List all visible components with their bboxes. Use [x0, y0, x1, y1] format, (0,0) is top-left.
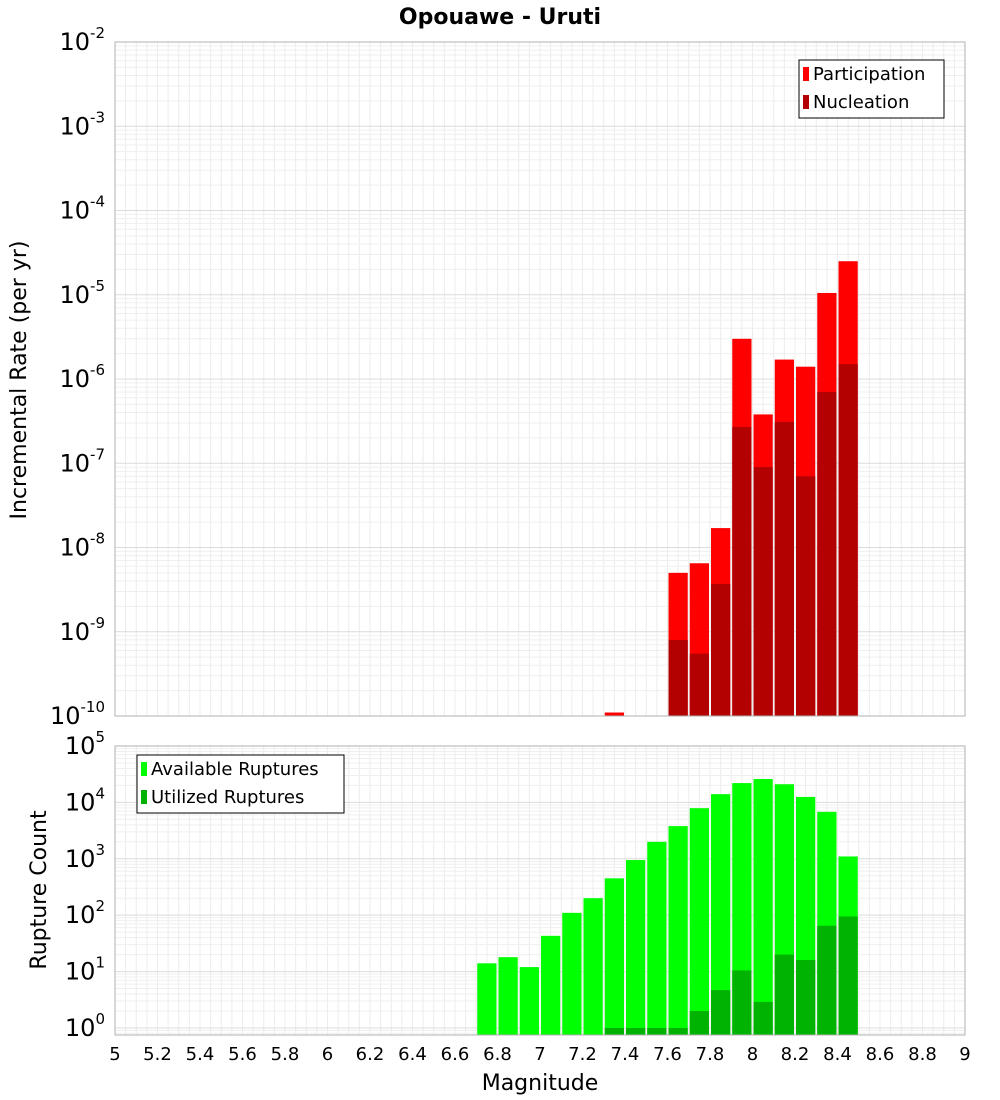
bar-nucleation — [689, 653, 709, 716]
bar-utilized-ruptures — [689, 1010, 709, 1035]
bar-available-ruptures — [689, 808, 709, 1035]
bar-available-ruptures — [647, 841, 667, 1035]
y-tick-label: 10-2 — [59, 24, 105, 56]
x-tick-label: 5.2 — [143, 1044, 172, 1065]
legend-label: Available Ruptures — [151, 759, 319, 780]
x-tick-label: 7.4 — [611, 1044, 640, 1065]
y-tick-label: 10-5 — [59, 277, 105, 309]
x-tick-label: 7.8 — [696, 1044, 725, 1065]
y-tick-label: 10-4 — [59, 193, 105, 225]
legend-label: Utilized Ruptures — [151, 787, 304, 808]
bar-utilized-ruptures — [732, 970, 752, 1035]
bar-nucleation — [732, 426, 752, 716]
y-tick-label: 105 — [65, 728, 105, 760]
legend-swatch — [803, 67, 809, 81]
x-tick-label: 5.4 — [186, 1044, 215, 1065]
bar-available-ruptures — [477, 963, 497, 1035]
x-tick-label: 5.6 — [228, 1044, 257, 1065]
bar-utilized-ruptures — [626, 1027, 646, 1035]
bar-nucleation — [838, 364, 858, 716]
bar-available-ruptures — [753, 778, 773, 1035]
plot-frame — [114, 745, 966, 1036]
bar-nucleation — [711, 583, 731, 716]
y-tick-label: 103 — [65, 841, 105, 873]
y-tick-label: 10-3 — [59, 108, 105, 140]
y-axis-label-top: Incremental Rate (per yr) — [7, 241, 32, 520]
bar-nucleation — [774, 421, 794, 716]
bar-nucleation — [796, 476, 816, 716]
x-tick-label: 7.2 — [568, 1044, 597, 1065]
y-tick-label: 101 — [65, 954, 105, 986]
bar-available-ruptures — [604, 878, 624, 1035]
x-tick-label: 8 — [747, 1044, 758, 1065]
x-tick-label: 6.8 — [483, 1044, 512, 1065]
bar-utilized-ruptures — [838, 916, 858, 1035]
x-tick-label: 5.8 — [271, 1044, 300, 1065]
y-tick-label: 102 — [65, 897, 105, 929]
x-tick-label: 8.6 — [866, 1044, 895, 1065]
bar-utilized-ruptures — [796, 960, 816, 1035]
bar-utilized-ruptures — [753, 1001, 773, 1035]
x-tick-label: 9 — [959, 1044, 970, 1065]
bar-available-ruptures — [562, 912, 582, 1035]
bar-available-ruptures — [668, 826, 688, 1035]
y-tick-label: 104 — [65, 784, 105, 816]
bar-participation — [604, 712, 624, 716]
legend: Participation Nucleation — [798, 59, 945, 119]
bar-nucleation — [753, 467, 773, 716]
x-tick-label: 6.6 — [441, 1044, 470, 1065]
bar-available-ruptures — [498, 957, 518, 1035]
bar-utilized-ruptures — [668, 1027, 688, 1035]
y-tick-label: 10-9 — [59, 614, 105, 646]
bar-available-ruptures — [541, 935, 561, 1035]
bar-available-ruptures — [711, 794, 731, 1035]
bar-nucleation — [817, 392, 837, 716]
x-tick-label: 5 — [109, 1044, 120, 1065]
x-tick-label: 8.8 — [908, 1044, 937, 1065]
bar-available-ruptures — [583, 898, 603, 1035]
bar-utilized-ruptures — [711, 990, 731, 1035]
chart-title: Opouawe - Uruti — [399, 5, 601, 30]
bar-utilized-ruptures — [774, 954, 794, 1035]
y-tick-label: 100 — [65, 1010, 105, 1042]
x-tick-label: 7 — [534, 1044, 545, 1065]
bar-available-ruptures — [626, 860, 646, 1035]
y-tick-label: 10-6 — [59, 361, 105, 393]
bar-utilized-ruptures — [647, 1027, 667, 1035]
y-axis-label-bottom: Rupture Count — [27, 810, 52, 970]
x-tick-label: 7.6 — [653, 1044, 682, 1065]
legend: Available Ruptures Utilized Ruptures — [136, 754, 345, 814]
y-tick-label: 10-7 — [59, 445, 105, 477]
plot-frame — [114, 41, 966, 717]
x-tick-label: 6.4 — [398, 1044, 427, 1065]
x-tick-label: 8.2 — [781, 1044, 810, 1065]
rupture-count-plot: 100 101 102 103 104 105 Available Ruptures Util… — [65, 728, 971, 1065]
legend-box — [136, 754, 345, 814]
bar-utilized-ruptures — [817, 925, 837, 1035]
legend-swatch — [141, 762, 147, 776]
legend-label: Nucleation — [813, 92, 909, 113]
legend-box — [798, 59, 945, 119]
legend-swatch — [141, 790, 147, 804]
x-axis-label: Magnitude — [482, 1071, 599, 1096]
legend-swatch — [803, 95, 809, 109]
legend-label: Participation — [813, 64, 925, 85]
bar-utilized-ruptures — [604, 1027, 624, 1035]
x-tick-label: 8.4 — [823, 1044, 852, 1065]
x-tick-label: 6.2 — [356, 1044, 385, 1065]
y-tick-label: 10-10 — [50, 698, 105, 730]
x-tick-label: 6 — [322, 1044, 333, 1065]
bar-nucleation — [668, 639, 688, 716]
bar-available-ruptures — [519, 967, 539, 1035]
participation-rate-plot: 10-10 10-9 10-8 10-7 10-6 10-5 10-4 10-3 10-2 Par… — [50, 24, 966, 730]
y-tick-label: 10-8 — [59, 530, 105, 562]
